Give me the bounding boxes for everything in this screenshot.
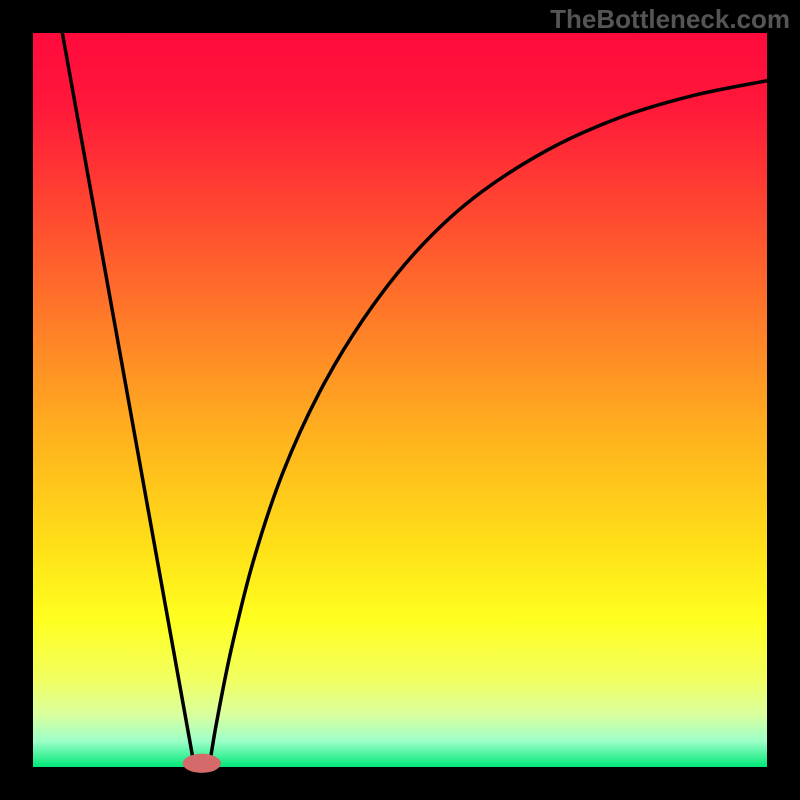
optimal-marker (183, 754, 221, 773)
chart-background (33, 33, 767, 767)
watermark-text: TheBottleneck.com (550, 4, 790, 35)
chart-container: TheBottleneck.com (0, 0, 800, 800)
chart-svg (0, 0, 800, 800)
